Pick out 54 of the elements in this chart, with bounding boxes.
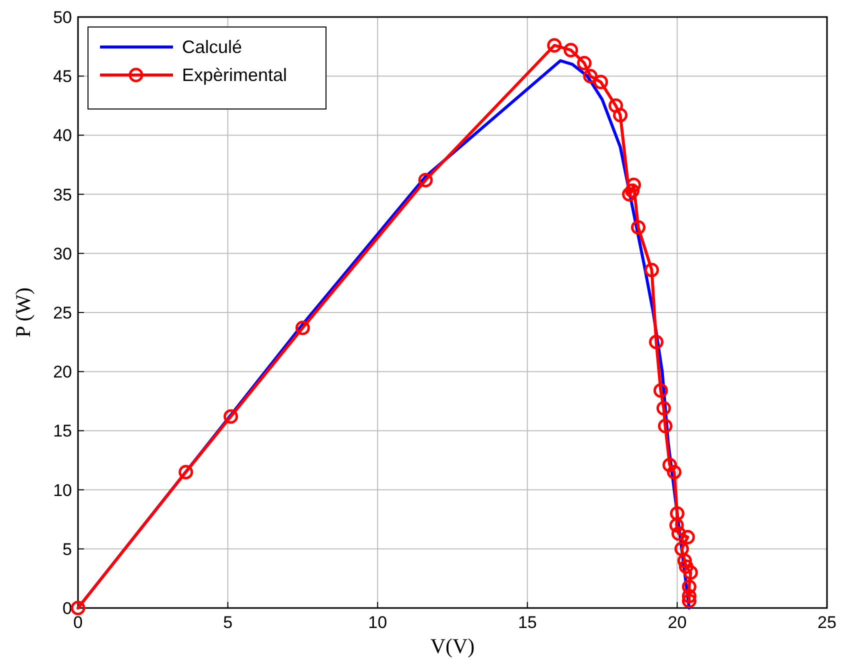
y-tick-label: 15 — [53, 422, 72, 441]
point — [674, 542, 689, 556]
point — [678, 559, 694, 574]
point — [622, 187, 637, 202]
y-tick-label: 45 — [53, 67, 72, 86]
x-tick-label: 5 — [223, 613, 233, 632]
point — [670, 506, 684, 521]
legend-label: Calculé — [182, 37, 242, 57]
point — [224, 409, 238, 424]
point — [682, 588, 696, 604]
point — [653, 383, 668, 398]
point — [70, 600, 86, 616]
y-tick-label: 50 — [53, 8, 72, 27]
point — [547, 38, 562, 53]
point — [577, 56, 592, 70]
y-tick-label: 35 — [53, 185, 72, 204]
x-tick-label: 20 — [668, 613, 687, 632]
x-tick-label: 25 — [818, 613, 836, 632]
point — [658, 418, 672, 434]
point — [656, 400, 671, 416]
y-tick-label: 40 — [53, 126, 72, 146]
y-axis-title: P (W) — [11, 288, 35, 338]
point — [644, 262, 659, 278]
y-tick-label: 10 — [53, 480, 72, 500]
x-tick-label: 10 — [368, 613, 388, 632]
point — [594, 74, 608, 90]
point — [682, 579, 696, 594]
point — [418, 172, 433, 188]
x-axis-title: V(V) — [430, 634, 475, 658]
point — [683, 565, 698, 580]
y-tick-label: 30 — [53, 244, 72, 264]
legend-label: Expèrimental — [182, 65, 288, 85]
point — [625, 184, 640, 198]
y-tick-label: 0 — [62, 599, 72, 618]
point — [583, 68, 598, 84]
point — [682, 594, 696, 608]
point — [178, 464, 194, 480]
y-tick-label: 25 — [53, 304, 72, 322]
x-tick-label: 15 — [518, 613, 537, 632]
point — [680, 530, 695, 544]
point — [669, 518, 684, 533]
point — [631, 220, 646, 235]
y-tick-label: 5 — [62, 540, 72, 559]
y-tick-label: 20 — [53, 362, 72, 382]
point — [613, 108, 628, 122]
point — [666, 464, 682, 480]
point — [671, 526, 686, 541]
point — [626, 178, 642, 192]
point — [608, 98, 624, 113]
point — [564, 42, 578, 58]
point — [662, 458, 677, 472]
point — [677, 553, 692, 568]
point — [295, 320, 310, 336]
point — [648, 334, 664, 350]
